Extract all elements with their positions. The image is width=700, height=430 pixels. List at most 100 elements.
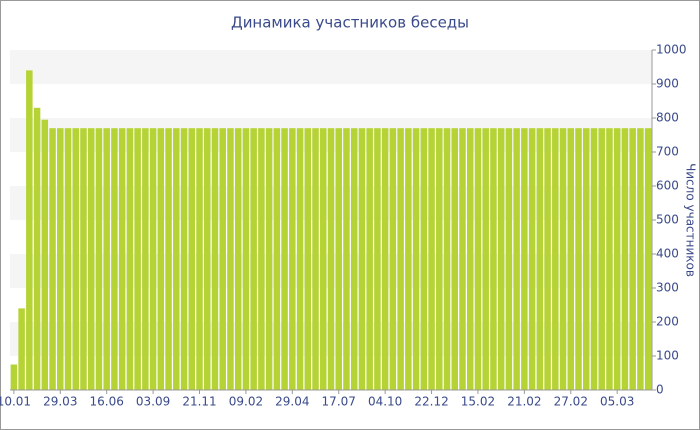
bar [528,128,536,390]
bar [374,128,381,390]
bar [281,128,288,390]
x-tick-label: 29.04 [275,395,309,409]
y-tick-label: 0 [656,383,664,397]
bar [10,364,18,390]
bar [335,128,342,390]
bar [87,128,95,390]
x-tick-label: 09.02 [229,395,263,409]
y-tick-label: 500 [656,213,679,227]
bar [567,128,575,390]
bar [466,128,474,390]
bar [513,128,520,390]
x-tick-label: 17.07 [322,395,356,409]
bar [142,128,149,390]
y-tick-label: 200 [656,315,679,329]
bar [149,128,157,390]
bar [629,128,636,390]
bar [211,128,219,390]
bar [196,128,203,390]
y-tick-label: 400 [656,247,679,261]
bar [180,128,188,390]
bar [598,128,605,390]
bar [637,128,644,390]
chart-title: Динамика участников беседы [231,14,469,32]
bar [544,128,551,390]
bar [343,128,350,390]
bar [559,128,567,390]
y-tick-label: 900 [656,77,679,91]
bar [95,128,103,390]
bar [64,128,72,390]
bar [134,128,141,390]
bar [505,128,513,390]
bar [188,128,196,390]
x-tick-label: 29.03 [43,395,77,409]
bar [72,128,79,390]
x-tick-label: 15.02 [461,395,495,409]
bar [575,128,582,390]
bar [490,128,497,390]
bar [521,128,528,390]
x-tick-label: 27.02 [554,395,588,409]
y-tick-label: 100 [656,349,679,363]
bar [203,128,211,390]
x-tick-label: 10.01 [0,395,31,409]
y-tick-label: 300 [656,281,679,295]
bar [304,128,312,390]
bar [358,128,366,390]
bar [18,308,25,390]
bar [436,128,443,390]
y-tick-label: 700 [656,145,679,159]
bar [173,128,180,390]
bar [289,128,296,390]
x-tick-label: 22.12 [414,395,448,409]
bar [312,128,319,390]
bar [26,70,33,391]
bar [443,128,451,390]
bar [126,128,134,390]
bar [327,128,335,390]
bar [412,128,420,390]
bar [165,128,172,390]
bar [350,128,358,390]
bar [583,128,590,390]
x-tick-label: 03.09 [136,395,170,409]
bar [474,128,482,390]
bar [590,128,598,390]
bar [381,128,389,390]
bar [536,128,544,390]
x-tick-label: 21.11 [182,395,216,409]
bar [459,128,466,390]
bar [296,128,304,390]
bar [103,128,110,390]
bar [497,128,505,390]
bar [644,128,652,390]
grid-band [10,50,652,84]
bar [320,128,327,390]
x-tick-label: 04.10 [368,395,402,409]
bar [80,128,87,390]
bar [366,128,373,390]
bar [49,128,56,390]
bar [265,128,273,390]
bar [606,128,613,390]
bar [552,128,559,390]
bar [258,128,265,390]
bar [219,128,226,390]
bar [242,128,250,390]
bar [482,128,489,390]
bar [420,128,428,390]
x-tick-label: 05.03 [600,395,634,409]
bar [118,128,126,390]
bar [157,128,165,390]
y-tick-label: 800 [656,111,679,125]
bar [613,128,621,390]
bar [397,128,404,390]
bar [111,128,118,390]
bar [273,128,281,390]
bar [451,128,459,390]
y-tick-label: 1000 [656,43,687,57]
bar [389,128,397,390]
bar [227,128,234,390]
